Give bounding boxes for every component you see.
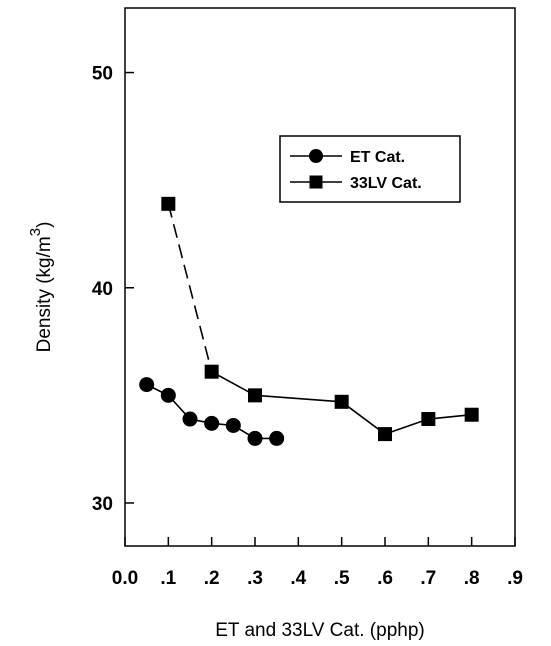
data-point <box>204 364 219 379</box>
data-point <box>334 394 349 409</box>
y-axis-title: Density (kg/m3) <box>27 222 55 353</box>
series-segment <box>384 418 429 435</box>
y-tick-label: 30 <box>92 494 113 515</box>
data-point <box>269 430 285 446</box>
y-tick-label: 40 <box>92 279 113 300</box>
x-axis-title: ET and 33LV Cat. (pphp) <box>215 620 424 641</box>
legend-label: ET Cat. <box>350 149 405 166</box>
x-tick-label: .9 <box>507 568 523 589</box>
data-point <box>182 411 198 427</box>
series-segment <box>341 401 386 435</box>
data-point <box>139 377 155 393</box>
data-point <box>161 196 176 211</box>
data-point <box>247 430 263 446</box>
data-point <box>378 427 392 442</box>
legend-marker-circle <box>309 149 323 163</box>
data-point <box>160 387 176 403</box>
axes <box>124 7 516 547</box>
data-point <box>225 417 241 433</box>
x-tick-label: .5 <box>334 568 350 589</box>
y-tick-label: 50 <box>92 64 113 85</box>
series-segment <box>428 413 472 420</box>
series-segment <box>167 203 213 372</box>
x-tick-label: .8 <box>464 568 480 589</box>
y-axis-title-main: Density (kg/m <box>34 236 55 352</box>
legend-label: 33LV Cat. <box>350 175 422 192</box>
x-axis: 0.0 .1 .2 .3 .4 .5 .6 .7 .8 .9 <box>112 537 523 589</box>
x-tick-label: 0.0 <box>112 568 138 589</box>
x-tick-label: .3 <box>247 568 263 589</box>
y-axis: 30 40 50 <box>92 64 134 515</box>
legend: ET Cat. 33LV Cat. <box>279 135 461 203</box>
x-tick-label: .2 <box>204 568 220 589</box>
series-segment <box>211 370 256 397</box>
y-axis-title-suffix: ) <box>34 222 55 228</box>
series-1 <box>139 377 285 446</box>
y-axis-title-superscript: 3 <box>27 228 44 236</box>
plot-frame <box>124 7 516 547</box>
series-layer <box>139 196 479 446</box>
data-point <box>421 412 436 427</box>
data-point <box>464 407 479 422</box>
data-point <box>248 388 262 403</box>
legend-marker-square <box>309 175 323 189</box>
x-tick-label: .4 <box>290 568 306 589</box>
x-tick-label: .1 <box>160 568 176 589</box>
series-2 <box>161 196 479 442</box>
legend-box <box>279 135 461 203</box>
x-tick-label: .7 <box>420 568 436 589</box>
x-tick-label: .6 <box>377 568 393 589</box>
series-segment <box>254 394 342 403</box>
data-point <box>204 415 220 431</box>
